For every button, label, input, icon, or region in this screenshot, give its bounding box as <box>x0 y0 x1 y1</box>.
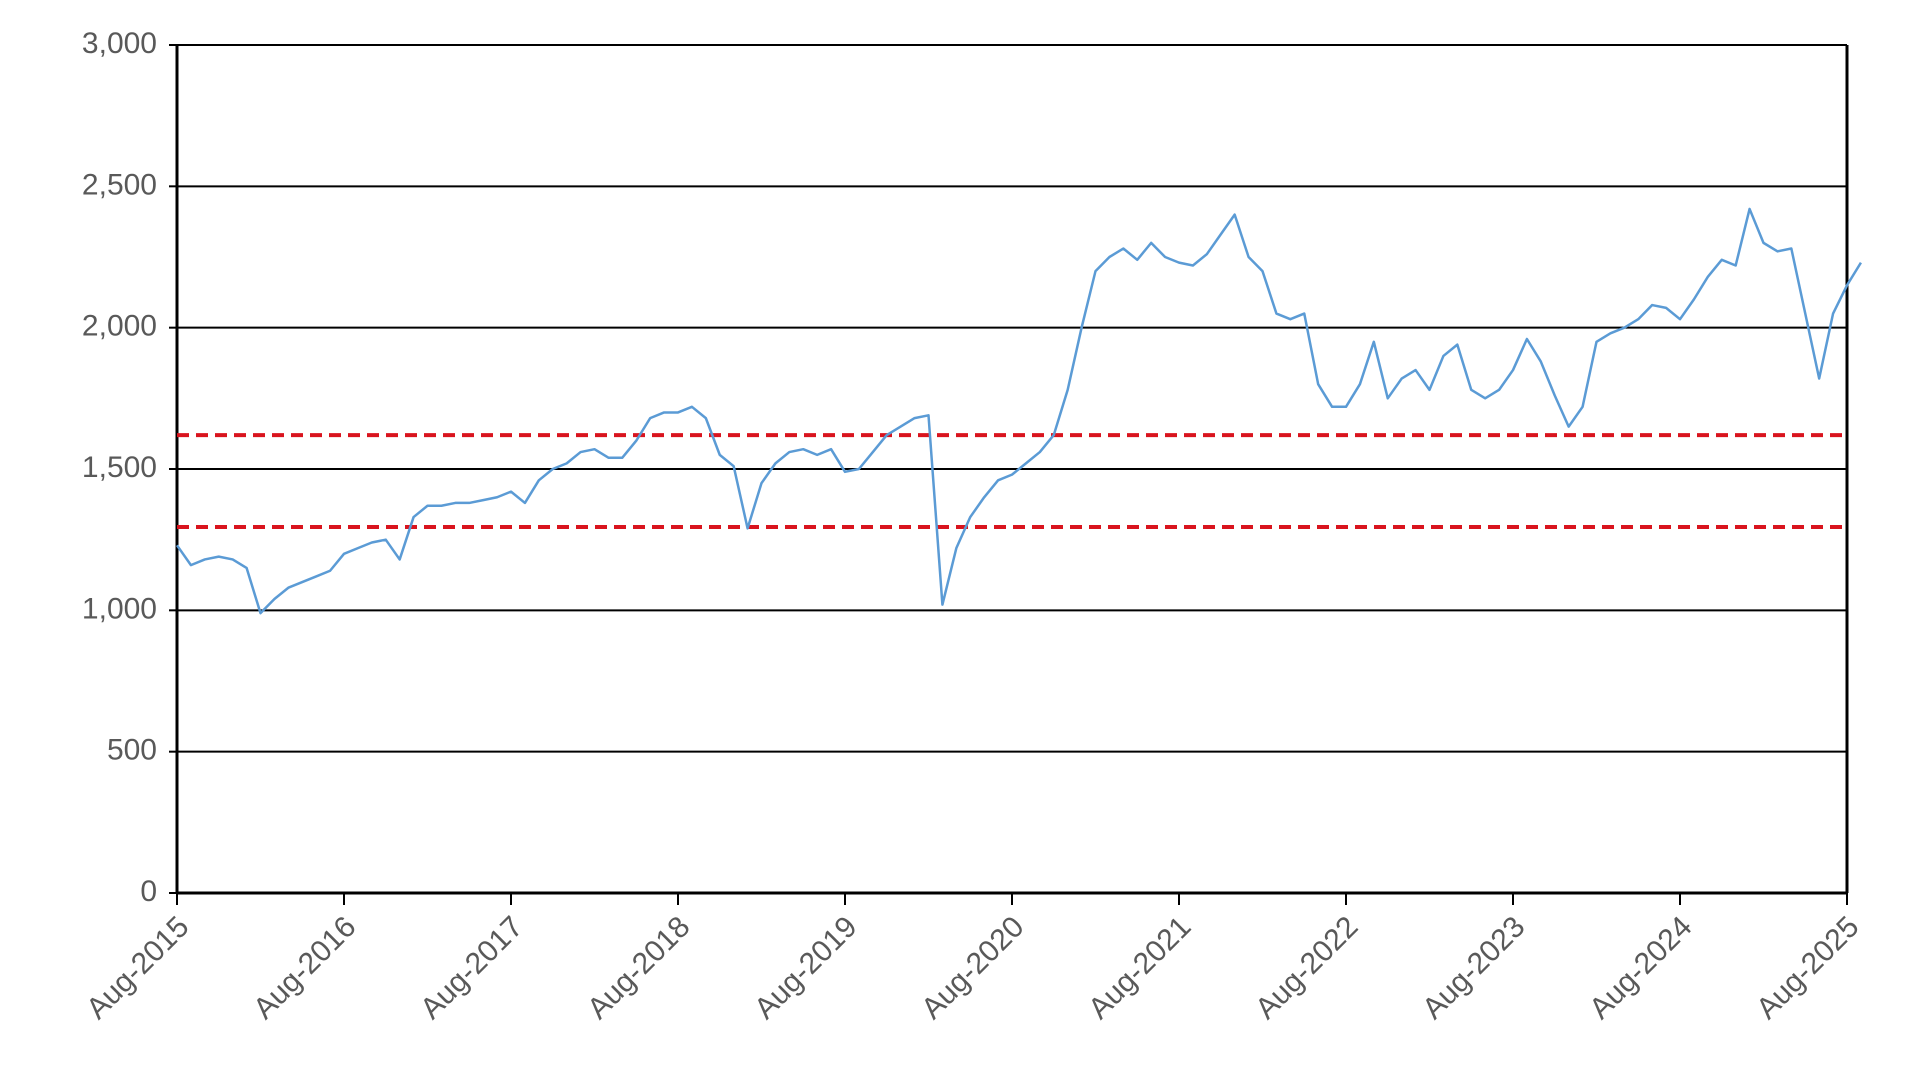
x-tick-label: Aug-2019 <box>748 910 863 1025</box>
x-tick-label: Aug-2015 <box>80 910 195 1025</box>
x-tick-label: Aug-2016 <box>247 910 362 1025</box>
data-line <box>175 207 1862 615</box>
y-tick-label: 0 <box>140 875 157 908</box>
x-tick-label: Aug-2024 <box>1583 910 1698 1025</box>
y-tick-label: 1,500 <box>82 451 157 484</box>
x-tick-label: Aug-2017 <box>414 910 529 1025</box>
y-tick-label: 3,000 <box>82 27 157 60</box>
y-tick-label: 2,000 <box>82 310 157 343</box>
x-tick-label: Aug-2020 <box>915 910 1030 1025</box>
y-tick-label: 500 <box>107 734 157 767</box>
x-tick-label: Aug-2018 <box>581 910 696 1025</box>
y-tick-label: 2,500 <box>82 168 157 201</box>
y-tick-label: 1,000 <box>82 592 157 625</box>
x-tick-label: Aug-2023 <box>1416 910 1531 1025</box>
x-tick-label: Aug-2021 <box>1082 910 1197 1025</box>
x-tick-label: Aug-2022 <box>1249 910 1364 1025</box>
x-tick-label: Aug-2025 <box>1750 910 1865 1025</box>
